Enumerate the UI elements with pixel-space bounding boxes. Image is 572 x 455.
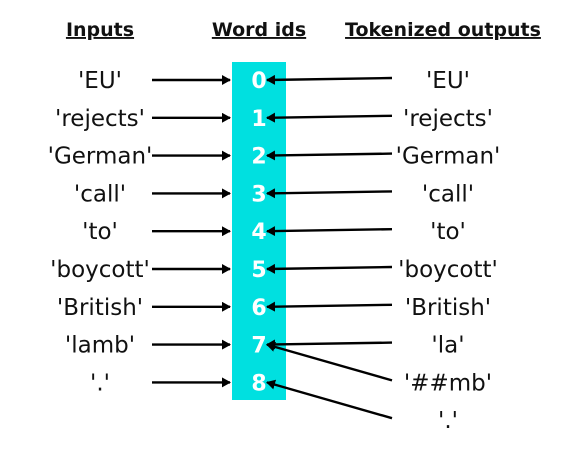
output-token: '.' <box>438 408 458 434</box>
input-word-labels: 'EU' 'rejects' 'German' 'call' 'to' 'boycott'… <box>48 68 153 396</box>
input-word: 'lamb' <box>65 333 135 359</box>
input-word: 'boycott' <box>50 257 150 283</box>
output-token: 'rejects' <box>403 106 493 132</box>
input-word: 'call' <box>74 181 126 207</box>
output-arrow <box>266 263 393 274</box>
word-id-labels: 0 1 2 3 4 5 6 7 8 <box>251 69 266 396</box>
output-token: 'call' <box>422 181 474 207</box>
output-arrow <box>266 150 393 161</box>
output-token: 'EU' <box>426 68 470 94</box>
output-arrow <box>266 226 393 237</box>
output-arrow <box>266 341 393 382</box>
output-token: 'German' <box>396 144 501 170</box>
word-id-label: 8 <box>251 371 266 396</box>
output-token: 'to' <box>430 219 466 245</box>
output-arrow <box>266 188 393 199</box>
output-token: 'la' <box>431 333 464 359</box>
word-ids-header: Word ids <box>212 19 306 41</box>
inputs-header: Inputs <box>66 19 134 41</box>
word-id-label: 3 <box>251 182 266 207</box>
input-word: 'EU' <box>78 68 122 94</box>
output-token: 'boycott' <box>398 257 498 283</box>
word-id-label: 5 <box>251 258 266 283</box>
input-word: '.' <box>90 370 110 396</box>
word-id-label: 2 <box>251 145 266 170</box>
word-id-label: 4 <box>251 220 266 245</box>
word-id-label: 7 <box>251 334 266 359</box>
output-arrow <box>266 74 393 85</box>
input-word: 'German' <box>48 144 153 170</box>
tokenized-outputs-header: Tokenized outputs <box>345 19 541 41</box>
output-token-labels: 'EU' 'rejects' 'German' 'call' 'to' 'boycott'… <box>396 68 501 434</box>
output-arrow <box>266 339 393 350</box>
word-id-label: 6 <box>251 296 266 321</box>
input-word: 'rejects' <box>55 106 145 132</box>
output-token: 'British' <box>405 295 491 321</box>
word-id-label: 0 <box>251 69 266 94</box>
arrows <box>152 74 393 420</box>
output-arrow <box>266 379 393 420</box>
output-arrow <box>266 112 393 123</box>
word-id-label: 1 <box>251 107 266 132</box>
output-arrow <box>266 301 393 312</box>
input-word: 'to' <box>82 219 118 245</box>
input-word: 'British' <box>57 295 143 321</box>
output-token: '##mb' <box>404 370 492 396</box>
